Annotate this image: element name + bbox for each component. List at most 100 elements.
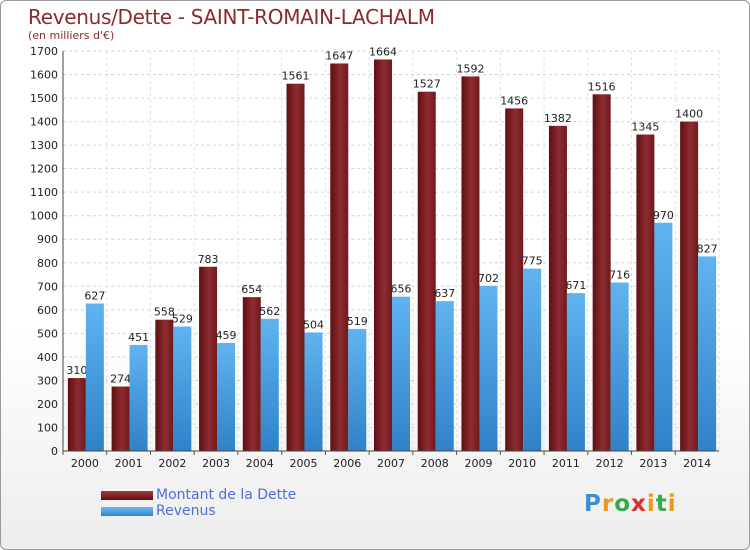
x-tick-label: 2013	[639, 457, 667, 470]
bar-dette	[680, 121, 699, 452]
data-label: 310	[66, 364, 87, 377]
y-tick-label: 1300	[30, 139, 58, 152]
y-tick-label: 600	[37, 304, 58, 317]
x-tick-label: 2006	[333, 457, 361, 470]
data-label: 1527	[413, 78, 441, 91]
bar-dette	[155, 319, 174, 451]
data-label: 529	[172, 313, 193, 326]
data-label: 1382	[544, 112, 572, 125]
x-tick-label: 2011	[552, 457, 580, 470]
bar-dette	[374, 59, 392, 452]
data-label: 1400	[675, 108, 703, 121]
data-label: 451	[128, 331, 149, 344]
y-tick-label: 700	[37, 280, 58, 293]
bar-dette	[242, 297, 261, 451]
y-tick-label: 0	[51, 445, 58, 458]
legend-label-dette: Montant de la Dette	[156, 487, 297, 503]
bar-revenus	[304, 332, 323, 451]
data-label: 775	[522, 255, 543, 268]
x-tick-label: 2007	[377, 457, 405, 470]
data-label: 627	[84, 289, 105, 302]
bar-revenus	[392, 296, 410, 451]
bar-dette	[67, 378, 86, 451]
y-tick-label: 100	[37, 421, 58, 434]
chart-title: Revenus/Dette - SAINT-ROMAIN-LACHALM	[28, 5, 435, 29]
bar-revenus	[479, 285, 498, 451]
y-tick-label: 400	[37, 351, 58, 364]
y-tick-label: 800	[37, 257, 58, 270]
x-tick-label: 2004	[246, 457, 274, 470]
y-tick-label: 1600	[30, 69, 58, 82]
y-tick-label: 1400	[30, 116, 58, 129]
bar-dette	[330, 63, 349, 452]
data-label: 656	[391, 283, 412, 296]
bar-revenus	[435, 301, 454, 451]
y-tick-label: 1100	[30, 186, 58, 199]
x-tick-label: 2009	[464, 457, 492, 470]
data-label: 671	[565, 279, 586, 292]
data-label: 1647	[325, 49, 353, 62]
data-label: 274	[110, 373, 131, 386]
data-label: 504	[303, 318, 324, 331]
x-tick-label: 2002	[158, 457, 186, 470]
data-label: 562	[259, 305, 280, 318]
bar-revenus	[654, 222, 673, 451]
bar-revenus	[610, 282, 629, 451]
data-label: 459	[216, 329, 237, 342]
data-label: 827	[697, 242, 718, 255]
data-label: 558	[154, 306, 175, 319]
bar-dette	[111, 386, 130, 451]
bar-revenus	[129, 344, 148, 451]
bar-revenus	[217, 343, 236, 451]
bar-dette	[461, 76, 480, 451]
data-label: 519	[347, 315, 368, 328]
x-tick-label: 2005	[290, 457, 318, 470]
bar-dette	[592, 94, 611, 451]
x-tick-label: 2008	[421, 457, 449, 470]
data-label: 716	[609, 269, 630, 282]
x-tick-label: 2003	[202, 457, 230, 470]
bar-dette	[417, 91, 436, 452]
y-tick-label: 500	[37, 327, 58, 340]
bar-revenus	[566, 293, 585, 451]
data-label: 1592	[456, 62, 484, 75]
bar-revenus	[85, 303, 104, 451]
x-tick-label: 2014	[683, 457, 711, 470]
y-tick-label: 1200	[30, 163, 58, 176]
bar-revenus	[260, 318, 279, 451]
data-label: 1345	[631, 121, 659, 134]
y-tick-label: 300	[37, 374, 58, 387]
legend-swatch-dette	[101, 491, 153, 500]
legend-swatch-revenus	[101, 507, 153, 516]
data-label: 702	[478, 272, 499, 285]
legend-label-revenus: Revenus	[156, 503, 216, 519]
data-label: 970	[653, 209, 674, 222]
proxiti-logo: Proxiti	[584, 491, 677, 517]
x-tick-label: 2012	[596, 457, 624, 470]
axes: 0 100 200 300 400 500 600 700 800 900 1000 1100 1200…	[30, 45, 719, 470]
x-tick-label: 2010	[508, 457, 536, 470]
x-tick-label: 2000	[71, 457, 99, 470]
data-label: 1561	[282, 70, 310, 83]
bar-dette	[199, 266, 218, 451]
data-label: 783	[198, 253, 219, 266]
y-tick-label: 1500	[30, 92, 58, 105]
y-tick-label: 1000	[30, 210, 58, 223]
bar-revenus	[698, 256, 717, 451]
y-tick-label: 200	[37, 398, 58, 411]
data-label: 654	[241, 283, 262, 296]
bar-revenus	[173, 326, 192, 451]
bar-dette	[505, 108, 524, 451]
y-tick-label: 1700	[30, 45, 58, 58]
data-label: 1664	[369, 45, 397, 58]
bar-dette	[548, 125, 567, 451]
bar-revenus	[523, 268, 542, 451]
bar-dette	[636, 134, 655, 451]
bar-revenus	[348, 328, 367, 451]
data-label: 637	[434, 287, 455, 300]
data-label: 1456	[500, 94, 528, 107]
chart-subtitle: (en milliers d'€)	[28, 29, 115, 42]
